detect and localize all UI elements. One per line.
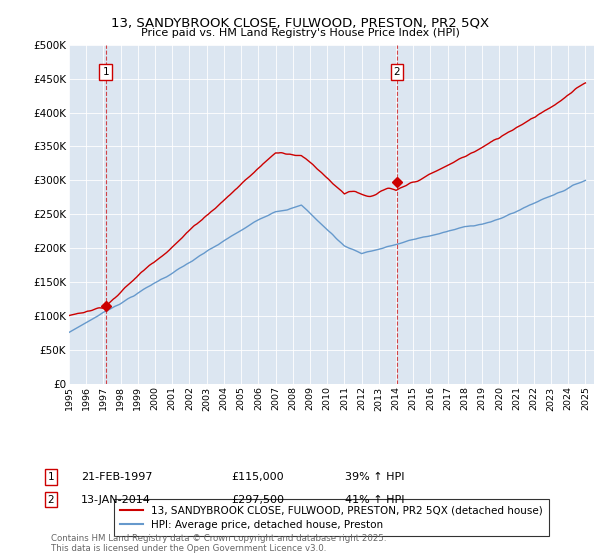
Text: 39% ↑ HPI: 39% ↑ HPI (345, 472, 404, 482)
Text: 2: 2 (47, 494, 55, 505)
Text: Contains HM Land Registry data © Crown copyright and database right 2025.
This d: Contains HM Land Registry data © Crown c… (51, 534, 386, 553)
Legend: 13, SANDYBROOK CLOSE, FULWOOD, PRESTON, PR2 5QX (detached house), HPI: Average p: 13, SANDYBROOK CLOSE, FULWOOD, PRESTON, … (114, 500, 549, 536)
Text: 1: 1 (47, 472, 55, 482)
Text: Price paid vs. HM Land Registry's House Price Index (HPI): Price paid vs. HM Land Registry's House … (140, 28, 460, 38)
Text: 1: 1 (103, 67, 109, 77)
Text: 21-FEB-1997: 21-FEB-1997 (81, 472, 152, 482)
Text: 41% ↑ HPI: 41% ↑ HPI (345, 494, 404, 505)
Text: £297,500: £297,500 (231, 494, 284, 505)
Text: 13, SANDYBROOK CLOSE, FULWOOD, PRESTON, PR2 5QX: 13, SANDYBROOK CLOSE, FULWOOD, PRESTON, … (111, 17, 489, 30)
Text: £115,000: £115,000 (231, 472, 284, 482)
Text: 2: 2 (394, 67, 400, 77)
Text: 13-JAN-2014: 13-JAN-2014 (81, 494, 151, 505)
